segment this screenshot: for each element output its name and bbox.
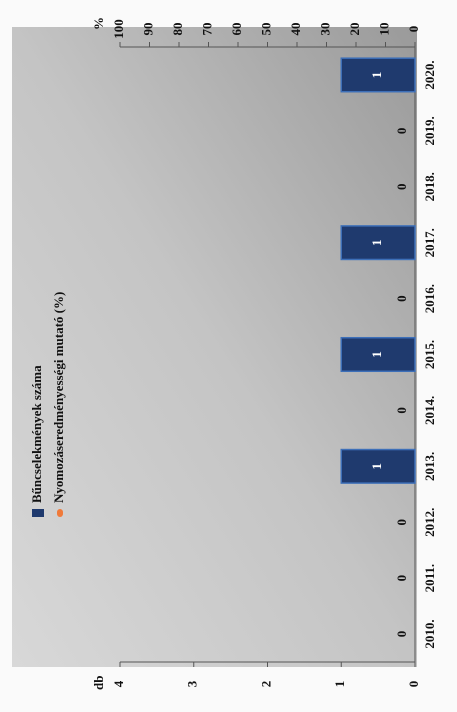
bar bbox=[340, 225, 416, 261]
x-tick-label: 2014. bbox=[422, 396, 437, 425]
x-tick-label: 2011. bbox=[422, 564, 437, 593]
x-tick-label: 2018. bbox=[422, 172, 437, 201]
y2-tick-label: 50 bbox=[258, 23, 273, 36]
y2-axis-title: % bbox=[91, 17, 106, 30]
y2-tick-label: 40 bbox=[288, 23, 303, 36]
x-tick-label: 2015. bbox=[422, 340, 437, 369]
x-tick-label: 2016. bbox=[422, 284, 437, 313]
data-label: 1 bbox=[369, 463, 384, 470]
legend-label: Bűncselekmények száma bbox=[29, 365, 44, 503]
y2-tick-label: 20 bbox=[347, 23, 362, 36]
photo-background bbox=[12, 27, 417, 667]
data-label: 1 bbox=[369, 239, 384, 246]
data-label: 0 bbox=[394, 184, 409, 191]
x-tick-label: 2019. bbox=[422, 116, 437, 145]
x-tick-label: 2010. bbox=[422, 619, 437, 648]
y2-tick-label: 0 bbox=[406, 26, 421, 33]
y-tick-label: 3 bbox=[185, 680, 200, 687]
x-tick-label: 2020. bbox=[422, 60, 437, 89]
data-label: 0 bbox=[394, 519, 409, 526]
data-label: 1 bbox=[369, 351, 384, 358]
y-axis-title: db bbox=[91, 676, 106, 690]
data-label: 0 bbox=[394, 407, 409, 414]
x-tick-label: 2017. bbox=[422, 228, 437, 257]
bar bbox=[340, 448, 416, 484]
x-tick-label: 2012. bbox=[422, 508, 437, 537]
data-label: 0 bbox=[394, 128, 409, 135]
data-label: 0 bbox=[394, 631, 409, 638]
data-label: 0 bbox=[394, 295, 409, 302]
legend-swatch bbox=[32, 509, 44, 517]
y-tick-label: 4 bbox=[111, 680, 126, 687]
y2-tick-label: 100 bbox=[111, 19, 126, 39]
y-tick-label: 1 bbox=[332, 681, 347, 688]
data-label: 0 bbox=[394, 575, 409, 582]
legend-label: Nyomozáseredményességi mutató (%) bbox=[51, 292, 66, 503]
x-tick-label: 2013. bbox=[422, 452, 437, 481]
y2-tick-label: 70 bbox=[199, 23, 214, 36]
y2-tick-label: 60 bbox=[229, 23, 244, 36]
y2-tick-label: 90 bbox=[140, 23, 155, 36]
y2-tick-label: 80 bbox=[170, 23, 185, 36]
y2-tick-label: 10 bbox=[376, 23, 391, 36]
bar bbox=[340, 57, 416, 93]
data-label: 1 bbox=[369, 72, 384, 79]
y-tick-label: 0 bbox=[406, 681, 421, 688]
y2-tick-label: 30 bbox=[317, 23, 332, 36]
bar bbox=[340, 336, 416, 373]
legend-swatch bbox=[57, 509, 63, 517]
y-tick-label: 2 bbox=[258, 681, 273, 688]
